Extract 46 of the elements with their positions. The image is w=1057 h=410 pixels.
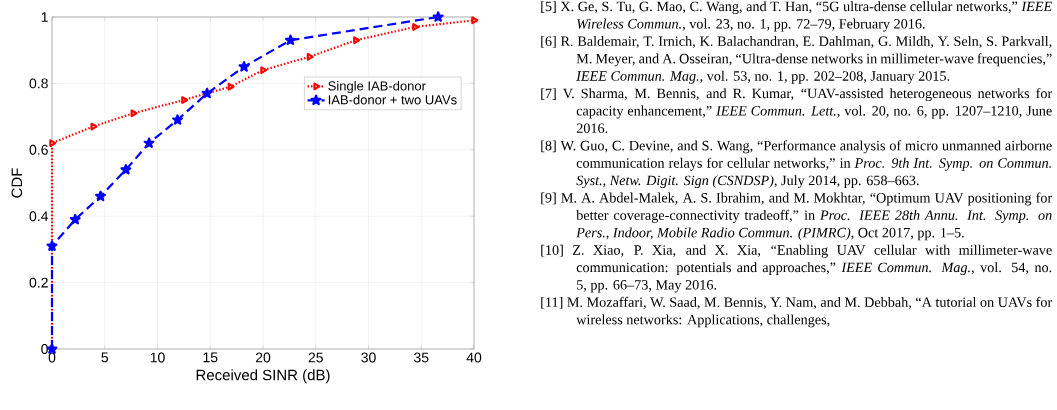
x-tick-label: 20 [255,352,271,363]
y-tick-label: 1 [41,12,48,22]
y-tick-label: 0.4 [29,211,49,222]
x-tick-label: 0 [48,352,56,363]
point [49,139,57,148]
point [260,66,268,74]
x-tick-label: 15 [203,352,218,363]
x-tick-label: 35 [414,352,429,363]
text: [11] M. Mozaffari, W. Saad, M. Bennis, Y. Nam, and M. Debbah, “A tutorial on UAVs for wireless networks: Applications, challenges, [541,296,1053,328]
text: [10] Z. Xiao, P. Xia, and X. Xia, “Enabling UAV cellular with millimeter-wave communication: potentials and approaches,” IEEE Commun. Mag., vol. 54, no. 5, pp. 66–73, May 2016. [541,244,1052,293]
point [181,96,189,104]
legend-label: IAB-donor + two UAVs [328,94,457,105]
point [284,34,296,46]
x-tick-label: 30 [361,352,376,363]
y-axis-title: CDF [11,168,23,198]
point [69,213,81,225]
point [353,36,361,45]
text: [9] M. A. Abdel-Malek, A. S. Ibrahim, and M. Mokhtar, “Optimum UAV positioning for better coverage-connectivity tradeoff,” in Proc. IEEE 28th Annu. Int. Symp. on Pers., Indoor, Mobile Radio Commun. (PIMRC), Oct 2017, pp. 1–5. [541,192,1053,241]
y-tick-label: 0.8 [29,78,48,89]
point [95,190,107,202]
point [412,23,420,31]
point [143,137,155,148]
x-tick-label: 40 [466,352,482,363]
text: [7] V. Sharma, M. Bennis, and R. Kumar, “UAV-assisted heterogeneous networks for capacity enhancement,” IEEE Commun. Lett., vol. 20, no. 6, pp. 1207–1210, June 2016. [541,88,1053,134]
point [471,16,479,25]
point [201,87,213,99]
x-axis-title: Received SINR (dB) [196,369,330,384]
y-tick-label: 0 [41,344,48,354]
text: [6] R. Baldemair, T. Irnich, K. Balachandran, E. Dahlman, G. Mildh, Y. Seln, S. Parkvall, M. Meyer, and A. Osseiran, “Ultra-dense networks in millimeter-wave frequencies,” IEEE Commun. Mag., vol. 53, no. 1, pp. 202–208, January 2015. [541,36,1052,84]
text: [5] X. Ge, S. Tu, G. Mao, C. Wang, and T. Han, “5G ultra-dense cellular networks,” IEEE Wireless Commun., vol. 23, no. 1, pp. 72–79, February 2016. [541,1,1052,32]
y-tick-label: 0.6 [29,144,48,155]
point [90,122,98,131]
x-tick-label: 25 [308,352,323,363]
y-tick-label: 0.2 [29,277,48,288]
point [130,109,138,118]
point [227,82,235,91]
x-tick-label: 10 [150,352,165,363]
x-tick-label: 5 [101,352,109,363]
point [432,11,444,22]
point [120,164,132,175]
legend-label: Single IAB-donor [328,80,426,94]
point [172,114,184,125]
point [306,52,314,61]
point [46,240,58,251]
point [238,61,250,72]
text: [8] W. Guo, C. Devine, and S. Wang, “Performance analysis of micro unmanned airborne communication relays for cellular networks,” in Proc. 9th Int. Symp. on Commun. Syst., Netw. Digit. Sign (CSNDSP), July 2014, pp. 658–663. [541,140,1052,189]
